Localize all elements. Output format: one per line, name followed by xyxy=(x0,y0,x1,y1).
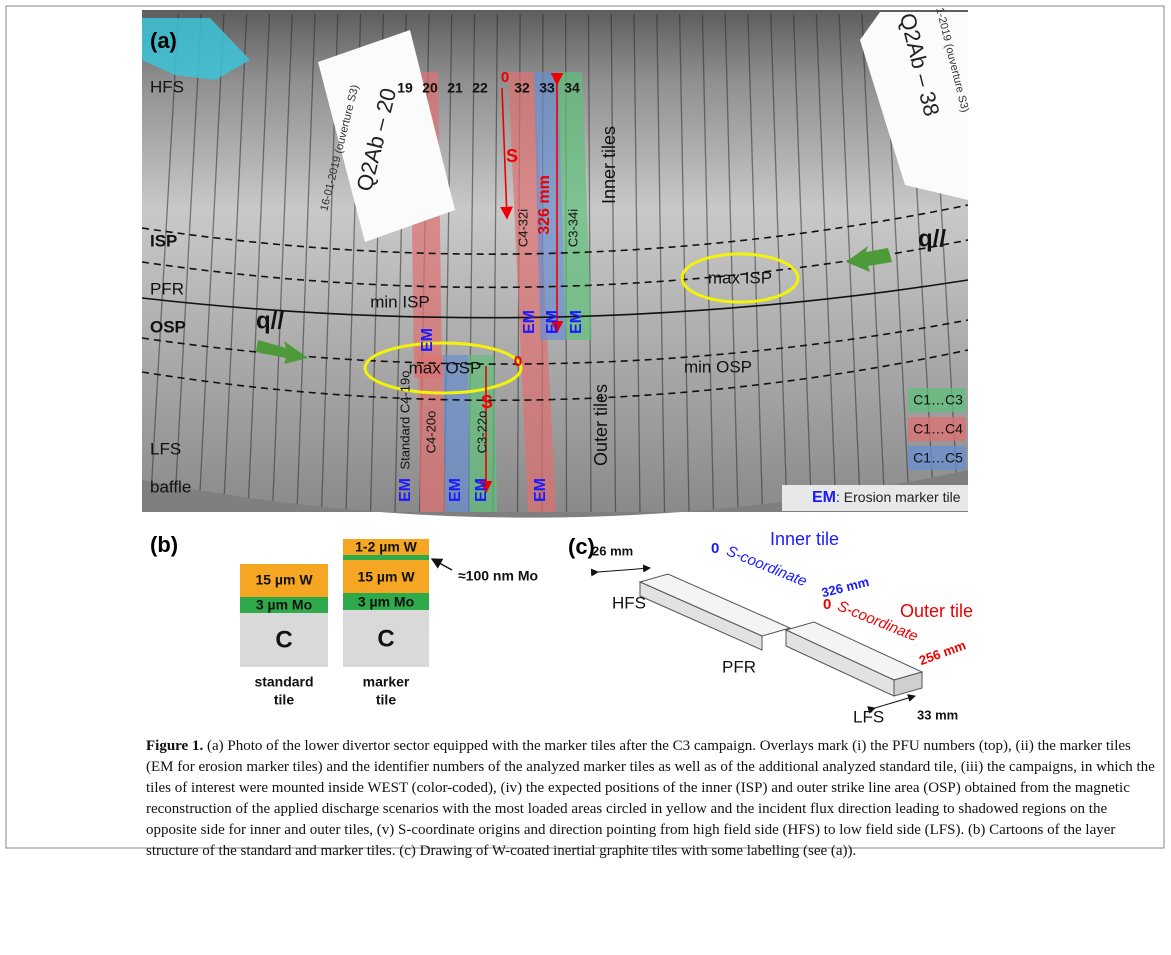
side-label: PFR xyxy=(150,279,184,298)
tile-name: standard xyxy=(254,674,313,690)
side-label: baffle xyxy=(150,477,191,496)
region-label: Inner tiles xyxy=(599,126,619,204)
s-label: S xyxy=(481,392,493,412)
em-label: EM xyxy=(568,310,585,334)
panel-label: (b) xyxy=(150,532,178,557)
coord-label: S-coordinate xyxy=(724,543,809,591)
dim-label: 26 mm xyxy=(592,543,633,558)
s-origin: 0 xyxy=(501,69,509,86)
em-label: EM xyxy=(521,310,538,334)
legend-label: C1…C4 xyxy=(913,421,963,437)
tile-name: marker xyxy=(363,674,410,690)
legend-label: C1…C5 xyxy=(913,450,963,466)
tile-id: Standard C4-19o xyxy=(397,370,412,469)
layer-mo xyxy=(343,555,429,560)
s-origin: 0 xyxy=(823,596,831,613)
side-label: HFS xyxy=(612,593,646,612)
side-label: HFS xyxy=(150,77,184,96)
side-label: ISP xyxy=(150,231,177,250)
tile-name: Outer tile xyxy=(900,601,973,621)
pfu-number: 33 xyxy=(539,80,555,96)
page: 16-01-2019 (ouverture S3) Q2Ab – 20 1-20… xyxy=(0,0,1171,955)
pfu-number: 22 xyxy=(472,80,488,96)
strike-label: max ISP xyxy=(708,268,772,287)
tile-name: tile xyxy=(274,692,294,708)
layer-label: 15 µm W xyxy=(255,572,313,588)
caption-label: Figure 1. xyxy=(146,738,203,754)
region-label: Outer tiles xyxy=(591,384,611,466)
layer-label: C xyxy=(275,626,292,653)
caption: Figure 1. (a) Photo of the lower diverto… xyxy=(146,736,1158,862)
side-label: LFS xyxy=(150,439,181,458)
s-origin: 0 xyxy=(514,353,522,370)
tile-drawing xyxy=(640,574,922,696)
dim-label: 33 mm xyxy=(917,707,958,722)
interlayer-label: ≈100 nm Mo xyxy=(458,568,538,584)
layer-label: 1-2 µm W xyxy=(355,539,418,555)
flux-label: q// xyxy=(918,225,946,252)
pfu-number: 21 xyxy=(447,80,463,96)
s-label: S xyxy=(506,146,518,166)
legend-label: C1…C3 xyxy=(913,392,963,408)
tile-name: tile xyxy=(376,692,396,708)
em-label: EM xyxy=(473,478,490,502)
dim-arrow xyxy=(598,568,650,572)
em-label: EM xyxy=(397,478,414,502)
side-label: LFS xyxy=(853,707,884,726)
panel-label: (a) xyxy=(150,28,177,53)
pfu-number: 19 xyxy=(397,80,413,96)
tile-id: C4-20o xyxy=(423,411,438,454)
panel-label: (c) xyxy=(568,534,595,559)
tile-id: C3-22o xyxy=(474,411,489,454)
pfu-number: 20 xyxy=(422,80,438,96)
em-label: EM xyxy=(532,478,549,502)
em-label: EM xyxy=(419,328,436,352)
strike-label: min ISP xyxy=(370,292,430,311)
layer-label: 15 µm W xyxy=(357,569,415,585)
s-origin: 0 xyxy=(711,540,719,557)
strike-label: max OSP xyxy=(409,358,482,377)
tile-id: C4-32i xyxy=(515,209,530,247)
length-label: 326 mm xyxy=(536,175,553,235)
layer-label: 3 µm Mo xyxy=(256,597,312,613)
key-abbr: EM xyxy=(812,489,836,506)
pfu-number: 32 xyxy=(514,80,530,96)
caption-text: (a) Photo of the lower divertor sector e… xyxy=(146,738,1155,859)
key-desc: : Erosion marker tile xyxy=(836,489,961,505)
em-label: EM xyxy=(544,310,561,334)
layer-label: 3 µm Mo xyxy=(358,594,414,610)
side-label: OSP xyxy=(150,317,186,336)
key-text: EM: Erosion marker tile xyxy=(812,489,961,507)
tile-name: Inner tile xyxy=(770,529,839,549)
length-label: 256 mm xyxy=(917,637,968,668)
tile-id: C3-34i xyxy=(565,209,580,247)
strike-label: min OSP xyxy=(684,357,752,376)
photo: 16-01-2019 (ouverture S3) Q2Ab – 20 1-20… xyxy=(142,6,971,517)
pointer xyxy=(432,559,452,570)
em-label: EM xyxy=(447,478,464,502)
side-label: PFR xyxy=(722,657,756,676)
dim-arrow xyxy=(875,696,915,708)
flux-label: q// xyxy=(256,307,284,334)
layer-label: C xyxy=(377,625,394,652)
pfu-number: 34 xyxy=(564,80,580,96)
